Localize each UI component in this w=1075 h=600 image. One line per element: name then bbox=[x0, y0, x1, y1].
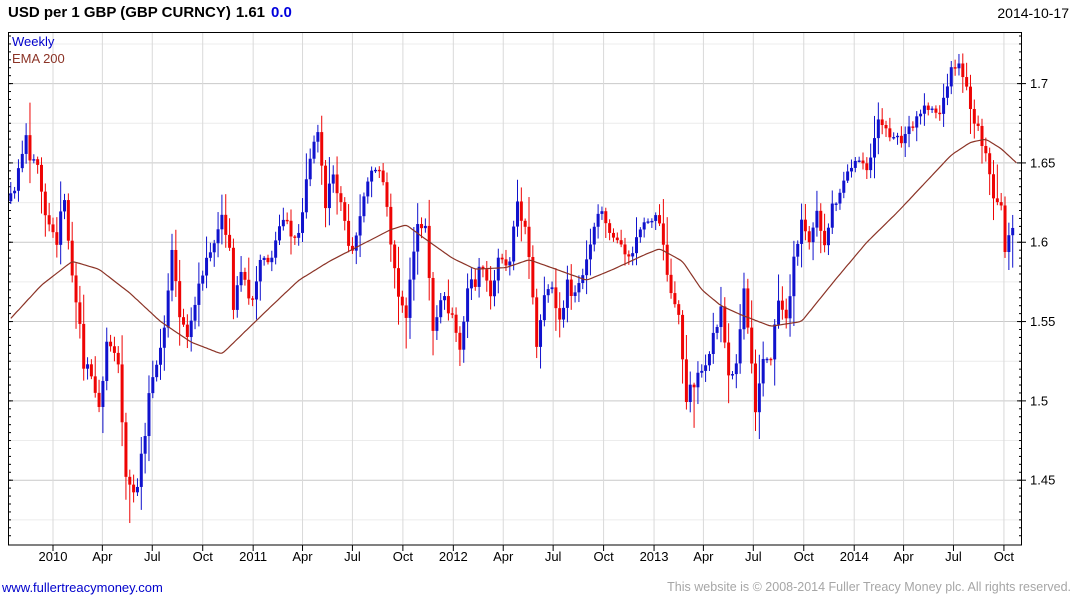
legend-series-weekly: Weekly bbox=[12, 34, 55, 49]
x-axis-label: 2013 bbox=[640, 549, 669, 564]
x-axis-label: Jul bbox=[545, 549, 562, 564]
x-axis-label: Oct bbox=[794, 549, 815, 564]
x-axis-label: Apr bbox=[92, 549, 113, 564]
plot-border bbox=[8, 32, 1022, 546]
y-axis-label: 1.6 bbox=[1030, 235, 1048, 250]
page-title: USD per 1 GBP (GBP CURNCY) 1.61 0.0 bbox=[8, 4, 292, 21]
x-axis-label: Jul bbox=[144, 549, 161, 564]
legend-overlay-ema200: EMA 200 bbox=[12, 51, 65, 66]
y-axis-label: 1.7 bbox=[1030, 76, 1048, 91]
y-axis-label: 1.65 bbox=[1030, 155, 1055, 170]
x-axis-label: Jul bbox=[344, 549, 361, 564]
gridlines bbox=[9, 33, 1021, 544]
x-axis-label: 2012 bbox=[439, 549, 468, 564]
x-axis-label: Oct bbox=[193, 549, 214, 564]
chart-legend: Weekly EMA 200 bbox=[12, 33, 65, 67]
y-axis-label: 1.55 bbox=[1030, 314, 1055, 329]
as-of-date: 2014-10-17 bbox=[997, 5, 1069, 21]
x-axis-label: 2011 bbox=[239, 549, 267, 564]
x-axis-label: Apr bbox=[493, 549, 514, 564]
last-price: 1.61 bbox=[235, 4, 266, 21]
x-axis-label: Apr bbox=[693, 549, 714, 564]
copyright-text: This website is © 2008-2014 Fuller Treac… bbox=[667, 580, 1071, 594]
x-axis-label: 2010 bbox=[39, 549, 68, 564]
x-axis-label: Jul bbox=[945, 549, 962, 564]
price-change: 0.0 bbox=[271, 4, 292, 21]
x-axis-label: Oct bbox=[994, 549, 1015, 564]
ema-line bbox=[10, 138, 1017, 354]
axis-labels: 1.45 1.5 1.55 1.6 1.65 1.7 2010 Apr Jul Oct 2011 Ap… bbox=[39, 76, 1056, 564]
site-link[interactable]: www.fullertreacymoney.com bbox=[2, 580, 163, 595]
y-axis-label: 1.5 bbox=[1030, 393, 1048, 408]
y-axis-label: 1.45 bbox=[1030, 473, 1055, 488]
x-axis-label: Apr bbox=[292, 549, 313, 564]
candles bbox=[9, 53, 1015, 524]
x-axis-label: Oct bbox=[393, 549, 414, 564]
x-axis-label: Apr bbox=[893, 549, 914, 564]
x-axis-label: Jul bbox=[745, 549, 762, 564]
x-axis-label: 2014 bbox=[840, 549, 869, 564]
plot-area[interactable] bbox=[8, 32, 1022, 545]
x-axis-label: Oct bbox=[593, 549, 614, 564]
instrument-name: USD per 1 GBP (GBP CURNCY) bbox=[8, 4, 231, 21]
